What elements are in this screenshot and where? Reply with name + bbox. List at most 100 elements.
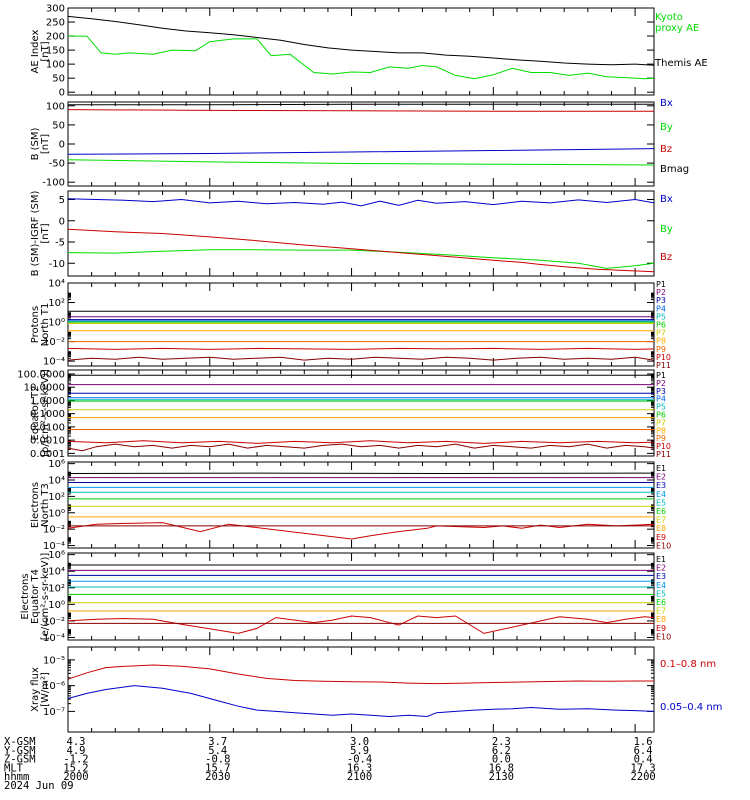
legend-entry: E4	[656, 581, 666, 590]
ephemeris-value: 6.2	[492, 745, 511, 757]
y-tick-label: 10⁰	[48, 318, 65, 329]
ephemeris-row-label: Z-GSM	[4, 754, 36, 766]
legend-entry: E10	[656, 632, 671, 641]
legend-entry: E1	[656, 464, 666, 473]
ephemeris-row-label: MLT	[4, 762, 24, 774]
ephemeris-row-label: hhmm	[4, 771, 29, 783]
legend-entry: E6	[656, 507, 666, 516]
y-axis-label: [p/(cm²-s-sr-keV)]	[40, 369, 51, 457]
legend-entry: P10	[656, 442, 671, 451]
legend-entry: Bx	[660, 98, 673, 109]
legend-entry: 0.1–0.8 nm	[660, 659, 716, 670]
y-tick-label: 10⁴	[48, 476, 65, 487]
legend-entry: E2	[656, 564, 666, 573]
series-line-bz	[67, 109, 654, 112]
panel-frame	[67, 282, 655, 367]
legend-entry: E8	[656, 524, 666, 533]
y-tick-label: 5	[59, 195, 65, 206]
legend-entry: E4	[656, 490, 666, 499]
ephemeris-value: -0.8	[205, 754, 230, 766]
y-axis-label: Protons	[30, 306, 41, 343]
y-tick-label: 10⁻⁴	[43, 357, 65, 368]
ephemeris-value: 15.2	[63, 762, 88, 774]
series-line-by	[67, 159, 655, 166]
y-axis-label: [W/m²]	[40, 672, 51, 707]
legend-entry: P9	[656, 345, 666, 354]
ephemeris-value: 16.8	[489, 762, 514, 774]
y-axis-label: [nT]	[40, 223, 51, 243]
legend-entry: proxy AE	[655, 23, 699, 34]
y-tick-label: 0	[59, 216, 65, 227]
y-tick-label: 10⁰	[48, 600, 65, 611]
legend-entry: P8	[656, 337, 666, 346]
y-tick-label: 10.0000	[24, 383, 65, 394]
ephemeris-value: -0.4	[347, 754, 372, 766]
y-tick-label: 10⁻⁵	[43, 655, 65, 666]
y-tick-label: 200	[46, 32, 65, 43]
ephemeris-row-label: X-GSM	[4, 736, 36, 748]
y-tick-label: 10⁰	[48, 508, 65, 519]
legend-entry: E3	[656, 572, 666, 581]
legend-entry: E7	[656, 516, 666, 525]
y-tick-label: 100	[46, 60, 65, 71]
ephemeris-value: 5.9	[350, 745, 369, 757]
y-axis-label: [nT]	[40, 134, 51, 154]
ephemeris-value: 3.7	[208, 736, 227, 748]
legend-entry: E5	[656, 589, 666, 598]
y-tick-label: 10⁻²	[43, 616, 65, 627]
y-tick-label: 50	[52, 120, 65, 131]
y-tick-label: 250	[46, 18, 65, 29]
legend-entry: E10	[656, 541, 671, 550]
legend-entry: E5	[656, 498, 666, 507]
y-tick-label: 0.1000	[30, 409, 65, 420]
y-axis-label: [nT]	[40, 41, 51, 61]
y-tick-label: 100.0000	[17, 369, 65, 380]
series-line-by	[67, 249, 655, 269]
y-axis-label: AE Index	[30, 29, 41, 73]
panel-frame	[67, 369, 655, 457]
ephemeris-value: 3.0	[350, 736, 369, 748]
panel-3: -10 -5 0 5 B (SM)-IGRF (SM) [nT] Bx By Bz	[30, 190, 673, 277]
y-axis-label: Equator T4	[30, 569, 41, 624]
panel-2: -100 -50 0 50 100 B (SM) [nT] Bx By Bz Bmag	[30, 98, 689, 189]
y-axis-label: Electrons	[20, 573, 31, 619]
y-tick-label: 10⁶	[48, 550, 65, 561]
ephemeris-value: 15.7	[205, 762, 230, 774]
legend-entry: Bz	[660, 144, 672, 155]
y-tick-label: 300	[46, 4, 65, 15]
y-tick-label: 0.0010	[30, 436, 65, 447]
legend-entry: P5	[656, 403, 666, 412]
ephemeris-value: 17.3	[630, 762, 655, 774]
series-line-kyoto-proxy-ae	[68, 35, 655, 80]
y-tick-label: 150	[46, 46, 65, 57]
legend-entry: P7	[656, 418, 666, 427]
y-axis-label: North T1	[40, 303, 51, 347]
y-tick-label: 10⁴	[48, 279, 65, 290]
ephemeris-value: 2100	[347, 771, 372, 783]
ephemeris-value: 0.0	[492, 754, 511, 766]
y-tick-label: 10⁴	[48, 567, 65, 578]
panel-frame	[67, 7, 655, 96]
legend-entry: E3	[656, 481, 666, 490]
ephemeris-value: 2130	[489, 771, 514, 783]
y-tick-label: 10²	[48, 492, 65, 503]
legend-entry: Bx	[660, 194, 673, 205]
ephemeris-value: 2.3	[492, 736, 511, 748]
series-line-p10	[67, 347, 655, 350]
y-tick-label: 10²	[48, 583, 65, 594]
legend-entry: By	[660, 122, 673, 133]
legend-entry: P2	[656, 288, 666, 297]
ephemeris-table: X-GSM 4.3 3.7 3.0 2.3 1.6 Y-GSM 4.9 5.4 5.9 6.2 6.4…	[4, 736, 656, 792]
legend-entry: P11	[656, 450, 671, 459]
legend-entry: E7	[656, 607, 666, 616]
y-tick-label: 10⁻²	[43, 525, 65, 536]
legend-entry: Bz	[660, 252, 672, 263]
series-line-themis-ae	[67, 15, 655, 66]
series-line-e9	[67, 615, 655, 634]
y-axis-label: Equator T2	[30, 386, 41, 441]
legend-entry: 0.05–0.4 nm	[660, 702, 722, 713]
ephemeris-value: -1.2	[63, 754, 88, 766]
panel-5: 0.0001 0.0010 0.0100 0.1000 1.0000 10.0000 100…	[17, 369, 671, 460]
